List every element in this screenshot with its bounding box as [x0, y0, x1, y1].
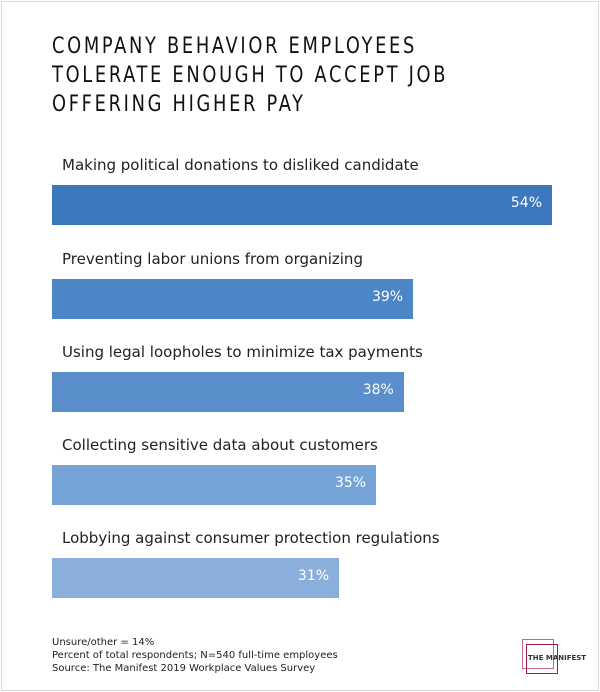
category-label: Lobbying against consumer protection reg…	[62, 529, 440, 547]
bar: 31%	[52, 558, 340, 598]
category-label: Collecting sensitive data about customer…	[62, 436, 378, 454]
bar: 35%	[52, 465, 377, 505]
value-label: 39%	[371, 289, 404, 305]
bar: 39%	[52, 279, 414, 319]
value-label: 35%	[334, 475, 367, 491]
the-manifest-logo: THE MANIFEST	[522, 639, 586, 675]
bar: 54%	[52, 185, 552, 225]
category-label: Using legal loopholes to minimize tax pa…	[62, 343, 423, 361]
value-label: 54%	[510, 195, 542, 211]
notes: Unsure/other = 14% Percent of total resp…	[52, 636, 338, 675]
value-label: 38%	[362, 382, 394, 398]
note-source: Source: The Manifest 2019 Workplace Valu…	[52, 663, 316, 674]
category-label: Making political donations to disliked c…	[62, 156, 419, 174]
chart-title: COMPANY BEHAVIOR EMPLOYEES TOLERATE ENOU…	[52, 34, 449, 117]
value-label: 31%	[297, 568, 330, 584]
bar: 38%	[52, 372, 404, 412]
note-sample: Percent of total respondents; N=540 full…	[52, 650, 338, 661]
category-label: Preventing labor unions from organizing	[62, 250, 363, 268]
note-unsure: Unsure/other = 14%	[52, 637, 155, 648]
